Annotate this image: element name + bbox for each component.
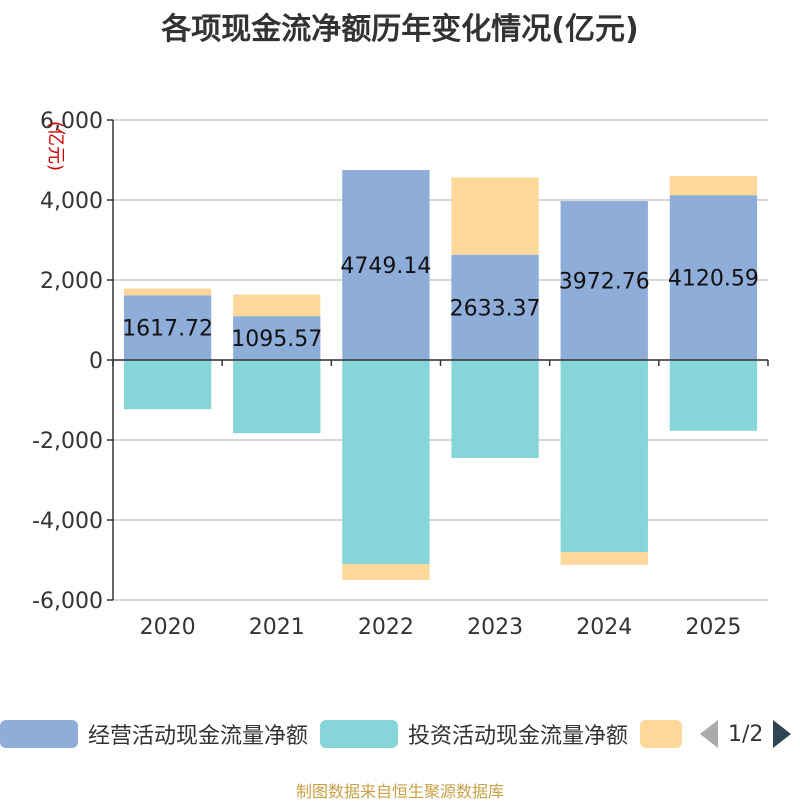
- bar-investing: [342, 360, 430, 564]
- bar-investing: [233, 360, 321, 434]
- y-tick-label: 2,000: [40, 269, 103, 294]
- data-label: 1617.72: [122, 317, 213, 342]
- legend-label-operating: 经营活动现金流量净额: [88, 724, 309, 749]
- bar-operating: [451, 254, 539, 360]
- legend-swatch-financing: [640, 720, 682, 748]
- bar-operating: [560, 201, 648, 360]
- pager-prev-icon[interactable]: [700, 720, 718, 748]
- legend-pager: 1/2: [700, 714, 792, 754]
- data-label: 3972.76: [559, 270, 650, 295]
- bar-financing: [342, 564, 430, 580]
- y-tick-label: 4,000: [40, 189, 103, 214]
- bar-operating: [342, 170, 430, 360]
- x-tick-label: 2021: [249, 615, 305, 640]
- bar-financing: [560, 552, 648, 565]
- legend-label-investing: 投资活动现金流量净额: [408, 724, 629, 749]
- pager-text: 1/2: [728, 721, 764, 747]
- bar-investing: [560, 360, 648, 552]
- y-tick-label: 6,000: [40, 109, 103, 134]
- y-tick-label: -2,000: [32, 429, 103, 454]
- pager-next-icon[interactable]: [773, 720, 792, 748]
- legend-item-operating[interactable]: 经营活动现金流量净额: [0, 714, 308, 754]
- bar-chart: -6,000 -4,000 -2,000 0 2,000 4,000 6,000(亿元) 20…: [32, 109, 769, 640]
- bar-investing: [451, 360, 539, 458]
- bars: [123, 170, 758, 580]
- y-axis-unit-label: (亿元): [45, 121, 66, 171]
- data-label: 1095.57: [231, 327, 322, 352]
- bar-financing: [233, 294, 321, 317]
- chart-title: 各项现金流净额历年变化情况(亿元): [161, 12, 639, 47]
- bar-operating: [233, 316, 321, 360]
- bar-investing: [669, 360, 758, 431]
- y-tick-label: -6,000: [32, 589, 103, 614]
- x-tick-label: 2025: [685, 615, 741, 640]
- data-label: 2633.37: [450, 296, 541, 321]
- y-tick-label: 0: [89, 349, 103, 374]
- legend-item-investing[interactable]: 投资活动现金流量净额: [320, 714, 628, 754]
- source-note: 制图数据来自恒生聚源数据库: [295, 782, 504, 801]
- data-label: 4120.59: [668, 267, 759, 292]
- legend-swatch-investing: [320, 720, 398, 748]
- data-labels: 1617.72 1095.57 4749.14 2633.37 3972.76 4120.…: [122, 254, 759, 352]
- legend-item-financing[interactable]: [640, 714, 682, 754]
- bar-financing: [123, 288, 212, 296]
- bar-financing: [669, 175, 758, 196]
- bar-operating: [669, 195, 758, 360]
- x-tick-label: 2024: [576, 615, 632, 640]
- bar-operating: [123, 295, 212, 360]
- bar-investing: [123, 360, 212, 410]
- x-tick-label: 2023: [467, 615, 523, 640]
- legend-swatch-operating: [0, 720, 78, 748]
- y-tick-label: -4,000: [32, 509, 103, 534]
- legend: 经营活动现金流量净额 投资活动现金流量净额 1/2: [0, 714, 800, 754]
- axes: -6,000 -4,000 -2,000 0 2,000 4,000 6,000(亿元) 20…: [32, 109, 769, 640]
- bar-financing: [451, 177, 539, 255]
- x-tick-label: 2022: [358, 615, 414, 640]
- data-label: 4749.14: [340, 254, 431, 279]
- x-tick-label: 2020: [140, 615, 196, 640]
